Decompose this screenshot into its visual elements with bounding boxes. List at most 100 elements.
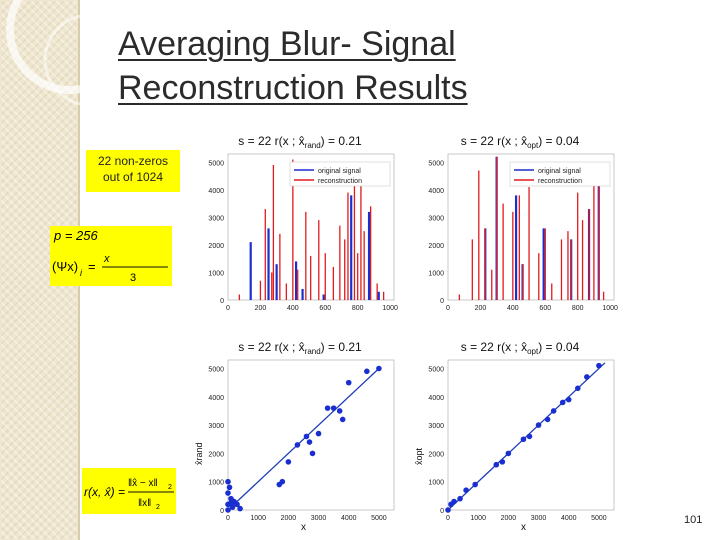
chart-scatter-rand: s = 22 r(x ; x̂rand) = 0.21 0 1000 2000 3000… <box>194 340 395 533</box>
scatter-point <box>237 505 243 512</box>
scatter-point <box>225 507 231 513</box>
scatter-point <box>574 385 581 392</box>
x-tick-label: 400 <box>507 305 519 312</box>
x-tick-label: 1000 <box>250 515 266 522</box>
scatter-point <box>451 498 457 505</box>
y-axis-label: x̂rand <box>194 442 204 465</box>
scatter-point <box>559 399 566 406</box>
scatter-point <box>234 501 240 508</box>
y-tick-label: 0 <box>220 298 224 305</box>
scatter-point <box>315 430 322 437</box>
x-tick-label: 5000 <box>591 515 607 522</box>
y-tick-label: 2000 <box>428 451 444 458</box>
fit-line <box>227 368 380 511</box>
decorative-circles <box>6 0 137 107</box>
scatter-point <box>445 507 451 513</box>
scatter-point <box>493 461 500 468</box>
legend-label: original signal <box>318 168 361 175</box>
scatter-point <box>339 416 346 423</box>
chart-title: s = 22 r(x ; x̂rand) = 0.21 <box>238 340 362 356</box>
chart-signal-opt: s = 22 r(x ; x̂opt) = 0.04 0 1000 2000 3000 4… <box>428 134 618 312</box>
r-denominator-subscript: 2 <box>156 504 160 511</box>
r-denominator: ‖x‖ <box>138 498 151 509</box>
nonzeros-note: 22 non-zeros out of 1024 <box>86 150 180 192</box>
x-tick-label: 200 <box>255 305 267 312</box>
relative-error-formula: r(x, x̂) = ‖x̂ − x‖ 2 ‖x‖ 2 <box>82 468 176 514</box>
y-axis-label: x̂opt <box>414 447 424 465</box>
plot-frame <box>447 359 615 511</box>
psi-equals: = <box>88 259 96 274</box>
scatter-point <box>499 459 506 465</box>
plot-frame <box>447 153 615 301</box>
scatter-point <box>279 478 286 485</box>
y-tick-label: 4000 <box>208 395 224 402</box>
y-tick-label: 0 <box>440 508 444 515</box>
x-tick-label: 2000 <box>501 515 517 522</box>
p-value: p = 256 <box>53 228 99 243</box>
x-tick-label: 0 <box>226 515 230 522</box>
y-tick-label: 3000 <box>208 215 224 222</box>
x-tick-label: 0 <box>226 305 230 312</box>
x-tick-label: 3000 <box>531 515 547 522</box>
x-tick-label: 5000 <box>371 515 387 522</box>
x-tick-label: 800 <box>572 305 584 312</box>
scatter-point <box>364 368 370 375</box>
scatter-point <box>505 450 512 457</box>
scatter-point <box>336 408 343 414</box>
y-tick-label: 5000 <box>208 160 224 167</box>
relative-error-formula-graphic: r(x, x̂) = ‖x̂ − x‖ 2 ‖x‖ 2 <box>84 477 174 511</box>
scatter-point <box>309 450 316 457</box>
legend-label: reconstruction <box>318 178 362 185</box>
scatter-point <box>550 408 557 414</box>
scatter-point <box>324 405 331 411</box>
r-numerator-subscript: 2 <box>168 484 172 491</box>
scatter-point <box>306 439 313 445</box>
x-tick-label: 400 <box>287 305 299 312</box>
y-tick-label: 4000 <box>428 188 444 195</box>
scatter-point <box>457 495 463 502</box>
title-line-1: Averaging Blur- Signal <box>118 25 456 63</box>
y-tick-label: 0 <box>440 298 444 305</box>
scatter-point <box>228 500 234 506</box>
psi-lhs: (Ψx) <box>52 259 78 274</box>
blur-operator-formula: p = 256 (Ψx) i = x 3 <box>50 226 172 286</box>
fit-line <box>447 362 606 511</box>
y-tick-label: 2000 <box>208 451 224 458</box>
x-tick-label: 1000 <box>602 305 618 312</box>
r-definition: r(x, x̂) = <box>84 485 125 499</box>
slide-title: Averaging Blur- Signal Reconstruction Re… <box>118 22 678 110</box>
x-tick-label: 1000 <box>470 515 486 522</box>
plot-frame <box>227 359 395 511</box>
x-tick-label: 600 <box>319 305 331 312</box>
y-tick-label: 0 <box>220 508 224 515</box>
y-tick-label: 5000 <box>208 366 224 373</box>
scatter-point <box>225 478 231 485</box>
scatter-point <box>294 442 301 448</box>
x-tick-label: 0 <box>446 515 450 522</box>
scatter-point <box>544 416 551 423</box>
scatter-point <box>526 433 533 440</box>
psi-subscript: i <box>80 268 83 278</box>
psi-numerator: x <box>103 253 110 265</box>
y-tick-label: 3000 <box>428 215 444 222</box>
x-tick-label: 1000 <box>382 305 398 312</box>
scatter-point <box>330 405 337 411</box>
y-tick-label: 4000 <box>208 188 224 195</box>
chart-title: s = 22 r(x ; x̂rand) = 0.21 <box>238 134 362 150</box>
chart-title: s = 22 r(x ; x̂opt) = 0.04 <box>461 134 580 150</box>
scatter-point <box>285 459 292 465</box>
x-tick-label: 4000 <box>341 515 357 522</box>
y-tick-label: 1000 <box>208 480 224 487</box>
y-tick-label: 3000 <box>428 423 444 430</box>
scatter-point <box>229 504 236 510</box>
r-numerator: ‖x̂ − x‖ <box>128 477 158 489</box>
legend-box <box>509 161 611 187</box>
y-tick-label: 2000 <box>428 243 444 250</box>
scatter-point <box>520 436 527 443</box>
x-tick-label: 600 <box>539 305 551 312</box>
legend-label: original signal <box>538 168 581 175</box>
legend-box <box>289 161 391 187</box>
x-tick-label: 4000 <box>561 515 577 522</box>
y-tick-label: 4000 <box>428 395 444 402</box>
scatter-point <box>226 484 233 491</box>
